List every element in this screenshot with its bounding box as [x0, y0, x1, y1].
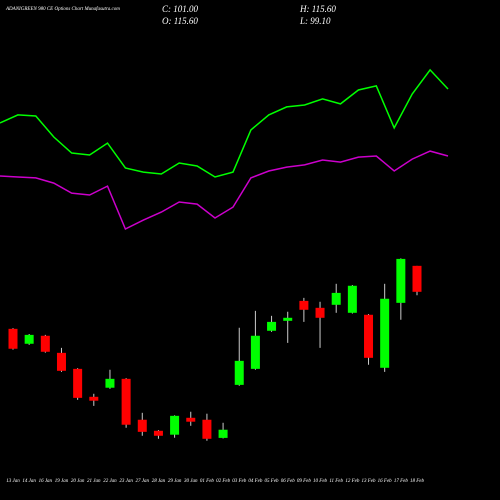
candle-body [40, 335, 50, 352]
x-tick-label: 13 Feb [362, 479, 377, 484]
x-tick-label: 29 Jan [168, 479, 182, 484]
info-open: O: 115.60 [162, 16, 198, 26]
indicator-line [0, 68, 449, 178]
info-low: L: 99.10 [299, 16, 331, 26]
candle-body [202, 419, 212, 439]
candle-body [73, 368, 83, 398]
candle-body [250, 335, 260, 369]
candle-body [137, 419, 147, 432]
candle-body [186, 417, 196, 422]
candle-body [396, 258, 406, 303]
candle-body [89, 396, 99, 401]
x-tick-label: 16 Jan [39, 479, 53, 484]
candle-body [315, 307, 325, 318]
x-tick-label: 02 Feb [216, 479, 231, 484]
candle-body [105, 378, 115, 388]
info-high: H: 115.60 [299, 4, 336, 14]
candle-body [380, 298, 390, 368]
candle-body [56, 352, 66, 371]
candle-body [412, 265, 422, 292]
x-tick-label: 21 Jan [87, 479, 101, 484]
candle-body [218, 429, 228, 438]
candle-body [8, 328, 18, 349]
x-tick-label: 12 Feb [345, 479, 360, 484]
x-tick-label: 10 Feb [313, 479, 328, 484]
x-tick-label: 16 Feb [378, 479, 393, 484]
candle-body [267, 321, 277, 331]
x-tick-label: 19 Jan [55, 479, 69, 484]
info-close: C: 101.00 [162, 4, 199, 14]
x-tick-label: 06 Feb [281, 479, 296, 484]
candle-body [234, 360, 244, 385]
x-tick-label: 18 Feb [410, 479, 425, 484]
x-tick-label: 20 Jan [71, 479, 85, 484]
x-tick-label: 28 Jan [152, 479, 166, 484]
x-tick-label: 03 Feb [232, 479, 247, 484]
x-tick-label: 22 Jan [103, 479, 117, 484]
x-tick-label: 23 Jan [119, 479, 133, 484]
x-tick-label: 11 Feb [329, 479, 343, 484]
candle-body [347, 285, 357, 313]
candle-body [283, 317, 293, 321]
x-tick-label: 05 Feb [265, 479, 280, 484]
candle-body [170, 415, 180, 435]
x-tick-label: 30 Jan [184, 479, 198, 484]
x-tick-label: 04 Feb [248, 479, 263, 484]
x-tick-label: 27 Jan [136, 479, 150, 484]
x-tick-label: 14 Jan [22, 479, 36, 484]
chart-title: ADANIGREEN 980 CE Options Chart Munafasu… [5, 7, 120, 12]
x-tick-label: 09 Feb [297, 479, 312, 484]
candle-body [299, 300, 309, 310]
x-tick-label: 01 Feb [200, 479, 215, 484]
candle-body [121, 378, 131, 425]
x-tick-label: 13 Jan [6, 479, 20, 484]
candle-body [24, 334, 34, 344]
candle-body [364, 314, 374, 358]
candle-body [153, 430, 163, 436]
indicator-line [0, 150, 449, 231]
x-tick-label: 17 Feb [394, 479, 409, 484]
candle-body [331, 292, 341, 305]
